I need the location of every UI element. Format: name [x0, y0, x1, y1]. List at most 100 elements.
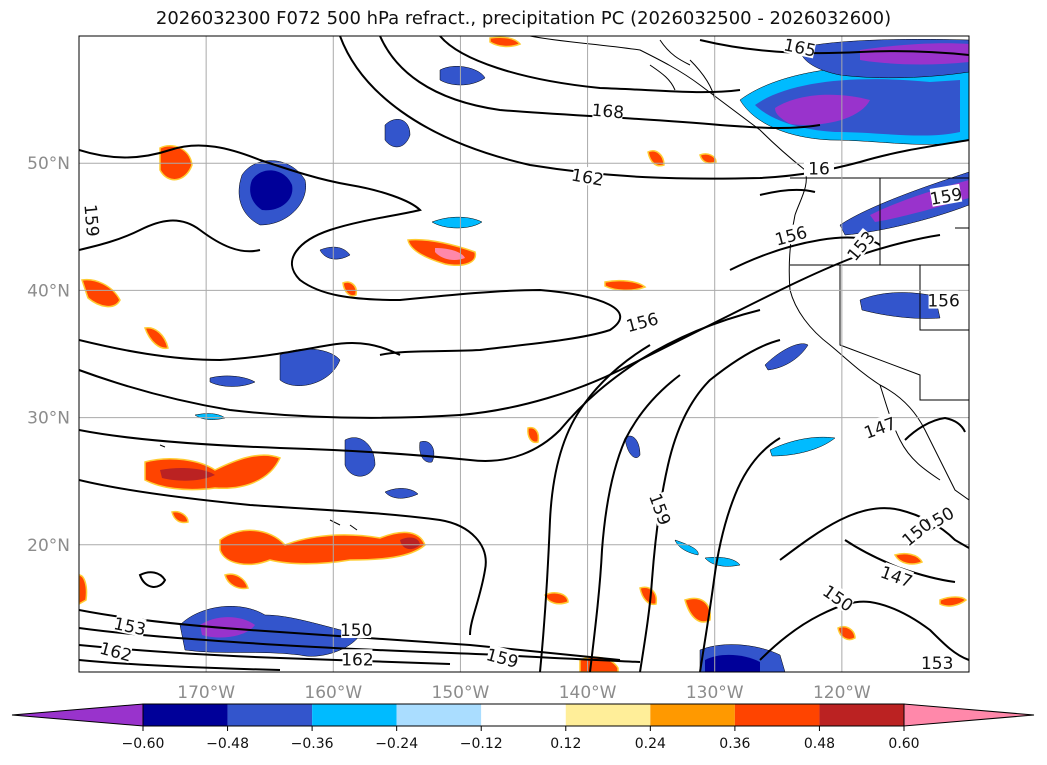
contour-line	[699, 39, 969, 56]
colorbar-tick-label: 0.48	[804, 736, 835, 752]
colorbar-segment	[227, 704, 313, 726]
precip-area	[699, 153, 717, 164]
colorbar-segment	[143, 704, 228, 726]
precip-area	[319, 246, 351, 260]
lat-tick-label: 30°N	[27, 409, 70, 429]
contour-label: 162	[341, 650, 373, 670]
contour-line	[79, 479, 487, 636]
precip-area	[159, 144, 193, 181]
contour-label-bg	[113, 613, 147, 638]
precip-area	[489, 36, 522, 48]
contour-line	[539, 344, 651, 672]
contour-label-bg	[625, 308, 659, 334]
contour-label: 156	[773, 223, 810, 251]
contour-label: 162	[570, 166, 605, 191]
border	[919, 265, 969, 331]
precip-area	[81, 278, 121, 308]
contour-label-group: 159	[644, 491, 675, 528]
contour-label-group: 150	[340, 620, 372, 641]
precip-area	[250, 170, 293, 211]
colorbar-segment	[481, 704, 566, 726]
precip-area	[384, 119, 411, 148]
map-frame	[78, 35, 970, 673]
precip-area	[764, 343, 809, 371]
contour-label-bg	[821, 581, 857, 614]
contour-line	[79, 309, 761, 462]
precip-area	[704, 557, 741, 567]
precip-area	[674, 539, 699, 556]
chart-title: 2026032300 F072 500 hPa refract., precip…	[155, 8, 892, 29]
contour-label-group: 150	[818, 581, 857, 617]
contour-label-group: 147	[878, 562, 915, 593]
contour-label-bg	[485, 644, 520, 670]
graticule	[79, 36, 969, 672]
contour-label-group: 153	[921, 653, 953, 674]
contour-line	[79, 659, 281, 671]
colorbar-tick-label: 0.36	[719, 736, 750, 752]
precip-area	[160, 467, 215, 481]
contour-label-group: 162	[570, 164, 605, 191]
contour-line	[79, 234, 941, 419]
contour-label-bg	[82, 204, 103, 237]
colorbar-extend-high	[903, 703, 1035, 727]
lon-tick-label: 130°W	[686, 683, 744, 703]
precip-area	[171, 510, 189, 524]
contour-label-bg	[341, 620, 372, 639]
contour-line	[379, 36, 821, 130]
coastline	[879, 384, 941, 481]
border	[839, 265, 969, 401]
contour-label-bg	[879, 562, 915, 590]
precip-area	[144, 327, 169, 350]
contour-label-group: 159	[929, 183, 964, 210]
contour-line	[79, 339, 401, 362]
colorbar-tick-label: −0.48	[206, 736, 249, 752]
contour-label-group: 162	[341, 649, 374, 670]
precip-area	[79, 574, 88, 605]
lon-tick-label: 120°W	[813, 683, 871, 703]
contour-label-group: 153	[112, 613, 148, 640]
contour-line	[759, 188, 816, 196]
precip-area	[224, 573, 249, 590]
contour-label-bg	[783, 34, 817, 59]
lat-tick-label: 20°N	[27, 536, 70, 556]
contour-label: 147	[878, 563, 915, 593]
precip-area	[939, 596, 968, 607]
precip-area	[624, 435, 641, 458]
contour-label: 159	[644, 491, 674, 528]
precip-area	[684, 597, 711, 623]
precip-area	[219, 529, 426, 566]
contour-line	[79, 219, 261, 253]
contour-label: 156	[624, 309, 661, 337]
precip-area	[769, 436, 836, 457]
colorbar-segment	[734, 704, 820, 726]
colorbar-tick-label: −0.12	[460, 736, 503, 752]
contour-label-bg	[592, 99, 624, 121]
contour-label: 150	[818, 582, 856, 617]
precip-area	[604, 279, 647, 291]
precip-area	[837, 626, 856, 641]
longitude-ticks: 170°W 160°W 150°W 140°W 130°W 120°W	[177, 683, 871, 703]
lat-tick-label: 40°N	[27, 281, 70, 301]
colorbar-frame	[142, 703, 905, 727]
contour-line	[439, 36, 741, 94]
contour-line	[904, 416, 966, 441]
contour-label: 150	[340, 621, 372, 641]
precipitation-shading	[79, 36, 969, 672]
contour-line	[138, 571, 167, 588]
colorbar-extend-low	[11, 703, 144, 727]
contour-line	[79, 144, 622, 356]
contour-label-bg	[647, 491, 675, 527]
contour-label-bg	[929, 183, 963, 207]
precip-area	[419, 441, 435, 463]
precip-area	[431, 216, 483, 229]
contour-line	[759, 600, 969, 661]
precip-area	[893, 552, 924, 565]
colorbar-tick-label: −0.24	[375, 736, 418, 752]
precip-area	[639, 586, 658, 606]
precip-area	[860, 43, 969, 65]
precip-area	[344, 437, 376, 477]
contour-label-group: 156	[773, 222, 810, 251]
lon-tick-label: 150°W	[432, 683, 490, 703]
contour-label: 156	[927, 292, 959, 312]
